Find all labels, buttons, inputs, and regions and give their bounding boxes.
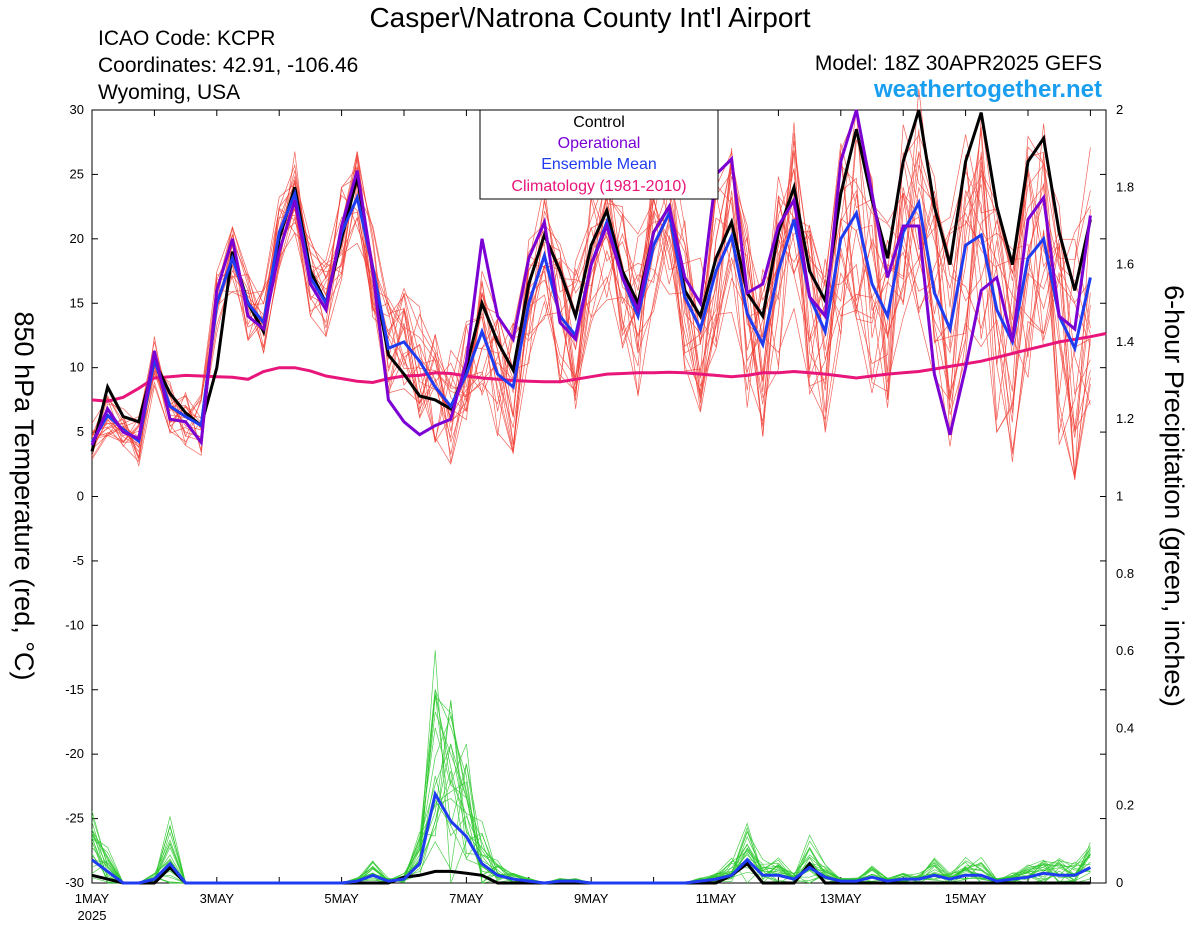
precip-ensemble-mean-line [91,790,1092,885]
coordinates: Coordinates: 42.91, -106.46 [98,54,359,77]
y-right-tick-label: 0 [1116,875,1123,890]
precipitation-member-line [91,763,1091,884]
precipitation-member-line [91,775,1091,884]
precipitation-member-line [91,711,1091,884]
precipitation-member-line [91,699,1091,884]
x-year-label: 2025 [78,908,107,923]
legend-box [479,109,719,200]
y-left-tick-label: 0 [77,489,84,504]
x-tick-label: 3MAY [200,891,235,906]
y-left-tick-label: 15 [70,295,84,310]
temp-control-line [90,109,1092,452]
y-left-tick-label: -30 [65,875,84,890]
y-left-tick-label: 25 [70,166,84,181]
x-tick-label: 9MAY [574,891,609,906]
precipitation-member-line [91,714,1091,884]
icao-code: ICAO Code: KCPR [98,27,276,50]
x-tick-label: 11MAY [696,891,737,906]
y-left-tick-label: -10 [65,617,84,632]
site-link[interactable]: weathertogether.net [873,76,1102,103]
y-right-tick-label: 0.4 [1116,720,1134,735]
temperature-member-line [91,123,1091,449]
y-right-tick-label: 0.8 [1116,566,1134,581]
legend-operational: Operational [558,135,641,152]
precipitation-member-line [91,798,1091,884]
y-left-tick-label: -20 [65,746,84,761]
y-left-tick-label: 10 [70,360,84,375]
x-tick-label: 13MAY [820,891,862,906]
precipitation-member-line [91,689,1091,884]
y-left-tick-label: -15 [65,682,84,697]
y-right-tick-label: 0.2 [1116,798,1134,813]
precipitation-member-line [91,727,1091,884]
precipitation-member-line [91,695,1091,884]
precipitation-member-line [91,694,1091,884]
main-series [90,109,1107,885]
x-tick-label: 5MAY [324,891,359,906]
y-left-tick-label: -25 [65,811,84,826]
legend-climatology: Climatology (1981-2010) [511,178,686,195]
precipitation-member-line [91,743,1091,884]
y-right-tick-label: 0.6 [1116,643,1134,658]
x-tick-label: 15MAY [945,891,987,906]
precipitation-member-line [91,690,1091,884]
temperature-member-line [91,131,1091,458]
region: Wyoming, USA [98,81,241,104]
legend-ensemble-mean: Ensemble Mean [541,156,657,173]
y-left-tick-label: 5 [77,424,84,439]
temperature-member-line [91,139,1091,463]
right-axis-title: 6-hour Precipitation (green, inches) [1159,285,1189,707]
precipitation-member-line [91,694,1091,884]
model-run: Model: 18Z 30APR2025 GEFS [814,52,1102,75]
left-axis-title: 850 hPa Temperature (red, °C) [9,312,39,681]
y-right-tick-label: 1.6 [1116,257,1134,272]
x-tick-label: 7MAY [449,891,484,906]
y-right-tick-label: 2 [1116,102,1123,117]
y-left-tick-label: -5 [72,553,84,568]
chart-title: Casper\/Natrona County Int'l Airport [369,2,811,33]
y-left-tick-label: 30 [70,102,84,117]
y-right-tick-label: 1.4 [1116,334,1134,349]
x-tick-label: 1MAY [75,891,110,906]
temp-operational-line [90,109,1092,447]
y-left-tick-label: 20 [70,231,84,246]
legend: Control Operational Ensemble Mean Climat… [479,109,719,200]
y-right-tick-label: 1.8 [1116,179,1134,194]
axis-labels: 302520151050-5-10-15-20-25-3021.81.61.41… [65,102,1134,923]
legend-control: Control [573,114,625,131]
precipitation-member-line [91,701,1091,884]
precipitation-member-line [91,650,1091,884]
climatology-line [91,332,1107,403]
precipitation-member-line [91,743,1091,884]
y-right-tick-label: 1.2 [1116,411,1134,426]
y-right-tick-label: 1 [1116,489,1123,504]
temperature-member-line [91,135,1091,458]
precipitation-members [91,650,1091,884]
